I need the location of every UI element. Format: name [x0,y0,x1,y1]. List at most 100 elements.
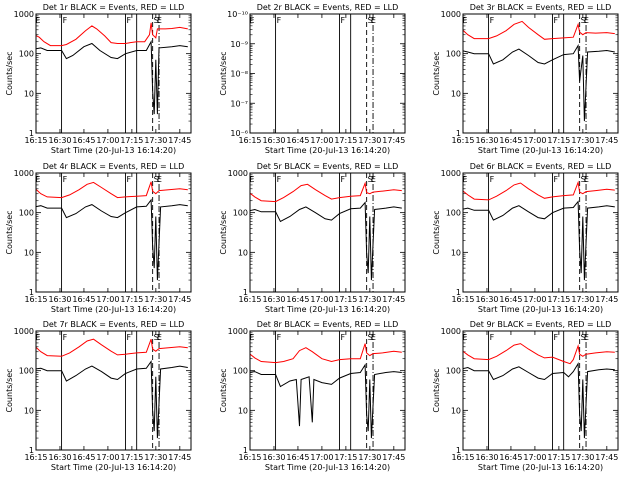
x-tick-label: 16:15 [24,136,47,145]
y-axis-label: Counts/sec [219,51,228,95]
y-tick-label: 100 [446,367,461,376]
chart-title: Det 7r BLACK = Events, RED = LLD [43,320,185,329]
x-axis-label: Start Time (20-Jul-13 16:14:20) [265,305,390,314]
x-tick-label: 16:45 [286,295,309,304]
event-marker-label: F [277,175,282,184]
event-marker-label: E [157,175,162,184]
event-marker-label: S [581,16,586,25]
lld-series-line [36,338,188,357]
chart-title: Det 2r BLACK = Events, RED = LLD [257,3,399,12]
event-marker-label: S [368,16,373,25]
y-tick-label: 10 [24,248,34,257]
x-tick-label: 17:00 [310,453,333,462]
events-series-line [36,39,188,115]
y-tick-label: 1000 [441,169,461,178]
y-axis-label: Counts/sec [5,368,14,412]
event-marker-label: S [154,16,159,25]
lld-series-line [463,343,615,365]
events-series-line [463,200,615,281]
lld-series-line [36,181,188,199]
event-marker-label: F [490,333,495,342]
x-tick-label: 17:30 [571,295,594,304]
y-tick-label: 10⁻⁹ [230,40,248,49]
y-tick-label: 1000 [228,327,248,336]
y-tick-label: 10 [451,406,461,415]
x-tick-label: 17:00 [310,136,333,145]
event-marker-label: E [462,333,467,342]
x-tick-label: 17:15 [334,136,357,145]
x-tick-label: 17:30 [144,136,167,145]
event-marker-label: F [490,175,495,184]
x-tick-label: 17:30 [571,453,594,462]
chart-panel-9: Det 9r BLACK = Events, RED = LLD Counts/s… [432,320,619,472]
event-marker-label: F [553,333,558,342]
y-tick-label: 1000 [441,327,461,336]
x-tick-label: 16:30 [48,136,71,145]
x-tick-label: 17:15 [547,136,570,145]
event-marker-label: S [368,175,373,184]
event-marker-label: F [340,333,345,342]
x-tick-label: 17:45 [382,136,405,145]
events-series-line [36,359,188,439]
chart-panel-8: Det 8r BLACK = Events, RED = LLD Counts/s… [219,320,406,472]
event-marker-label: F [63,333,68,342]
x-axis-label: Start Time (20-Jul-13 16:14:20) [478,146,603,155]
lld-series-line [463,180,615,201]
x-tick-label: 17:30 [571,136,594,145]
events-series-line [250,363,402,439]
x-axis-label: Start Time (20-Jul-13 16:14:20) [51,305,176,314]
event-marker-label: F [126,175,131,184]
x-tick-label: 17:45 [168,136,191,145]
x-tick-label: 16:15 [24,295,47,304]
event-marker-label: E [249,16,254,25]
event-marker-label: E [249,333,254,342]
x-tick-label: 17:30 [358,295,381,304]
x-tick-label: 17:00 [523,453,546,462]
x-tick-label: 17:30 [144,295,167,304]
x-tick-label: 16:45 [286,136,309,145]
x-axis-label: Start Time (20-Jul-13 16:14:20) [265,146,390,155]
event-marker-label: E [371,333,376,342]
y-tick-label: 100 [446,209,461,218]
chart-title: Det 4r BLACK = Events, RED = LLD [43,162,185,171]
x-tick-label: 17:45 [595,136,618,145]
event-marker-label: F [126,333,131,342]
plot-frame [249,330,406,451]
x-axis-label: Start Time (20-Jul-13 16:14:20) [478,305,603,314]
x-axis-label: Start Time (20-Jul-13 16:14:20) [478,463,603,472]
event-marker-label: S [154,175,159,184]
chart-title: Det 1r BLACK = Events, RED = LLD [43,3,185,12]
y-tick-label: 10 [451,89,461,98]
event-marker-label: E [157,333,162,342]
event-marker-label: F [277,333,282,342]
events-series-line [463,43,615,122]
plot-frame [35,172,192,293]
chart-panel-7: Det 7r BLACK = Events, RED = LLD Counts/s… [5,320,192,472]
x-tick-label: 16:45 [499,136,522,145]
events-series-line [463,361,615,439]
x-tick-label: 16:15 [451,136,474,145]
x-tick-label: 17:15 [334,453,357,462]
event-marker-label: E [157,16,162,25]
event-marker-label: F [490,16,495,25]
x-tick-label: 17:30 [358,136,381,145]
chart-title: Det 9r BLACK = Events, RED = LLD [470,320,612,329]
x-tick-label: 17:15 [120,295,143,304]
chart-title: Det 6r BLACK = Events, RED = LLD [470,162,612,171]
x-axis-label: Start Time (20-Jul-13 16:14:20) [265,463,390,472]
x-tick-label: 16:15 [451,295,474,304]
x-tick-label: 17:15 [334,295,357,304]
x-tick-label: 16:15 [24,453,47,462]
chart-panel-6: Det 6r BLACK = Events, RED = LLD Counts/s… [432,162,619,314]
x-tick-label: 16:45 [286,453,309,462]
y-tick-label: 100 [233,367,248,376]
event-marker-label: E [584,175,589,184]
y-tick-label: 1000 [14,169,34,178]
plot-frame [35,13,192,134]
event-marker-label: F [126,16,131,25]
chart-title: Det 8r BLACK = Events, RED = LLD [257,320,399,329]
event-marker-label: F [63,16,68,25]
event-marker-label: E [249,175,254,184]
y-tick-label: 1 [243,288,248,297]
